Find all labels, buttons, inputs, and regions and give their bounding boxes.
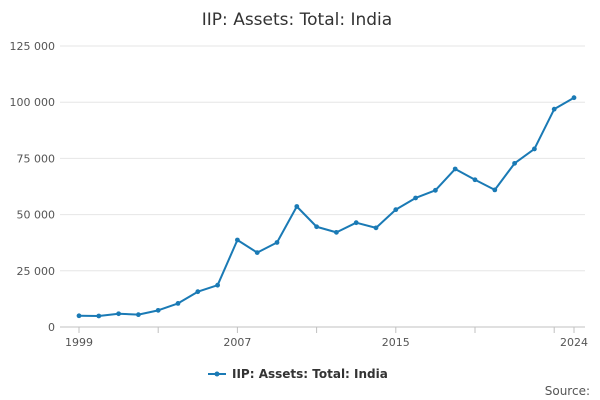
y-tick-label: 50 000 (17, 209, 56, 222)
data-point[interactable] (373, 225, 379, 231)
data-point[interactable] (235, 237, 240, 243)
grid-lines (60, 45, 585, 272)
data-point[interactable] (512, 160, 517, 166)
x-axis: 1999 2007 2015 2024 (60, 326, 588, 349)
data-point[interactable] (433, 187, 438, 193)
data-point[interactable] (274, 240, 280, 245)
y-axis: 0 25 000 50 000 75 000 100 000 125 000 (10, 40, 56, 334)
y-tick-label: 25 000 (17, 265, 56, 278)
legend[interactable]: IIP: Assets: Total: India (208, 367, 388, 381)
x-tick-label: 1999 (65, 336, 93, 349)
y-tick-label: 100 000 (10, 96, 56, 109)
data-point[interactable] (136, 312, 141, 318)
data-point[interactable] (472, 177, 478, 183)
chart-title: IIP: Assets: Total: India (202, 10, 392, 30)
data-point[interactable] (551, 106, 557, 112)
y-tick-label: 0 (48, 321, 55, 334)
data-point[interactable] (175, 300, 181, 306)
data-point[interactable] (155, 307, 161, 313)
source-label[interactable]: Source: (545, 384, 590, 398)
data-point[interactable] (393, 207, 399, 213)
data-point[interactable] (254, 250, 260, 255)
data-point[interactable] (492, 187, 498, 193)
data-point[interactable] (116, 311, 121, 317)
data-point[interactable] (314, 224, 319, 230)
data-point[interactable] (96, 313, 102, 319)
legend-label: IIP: Assets: Total: India (232, 367, 388, 381)
data-point[interactable] (76, 313, 82, 319)
x-tick-label: 2007 (223, 336, 251, 349)
data-point[interactable] (571, 95, 577, 101)
data-point[interactable] (413, 195, 418, 201)
series-line (78, 96, 575, 317)
data-point[interactable] (353, 220, 359, 226)
data-point[interactable] (452, 166, 458, 172)
data-point[interactable] (532, 146, 537, 152)
data-point[interactable] (334, 229, 339, 235)
x-tick-label: 2015 (382, 336, 410, 349)
legend-swatch-dot (214, 371, 220, 377)
data-point[interactable] (195, 289, 201, 295)
series-layer (76, 95, 577, 319)
x-tick-label: 2024 (560, 336, 588, 349)
y-tick-label: 75 000 (17, 152, 56, 165)
y-tick-label: 125 000 (10, 40, 56, 53)
data-point[interactable] (215, 282, 221, 288)
data-point[interactable] (294, 204, 300, 209)
